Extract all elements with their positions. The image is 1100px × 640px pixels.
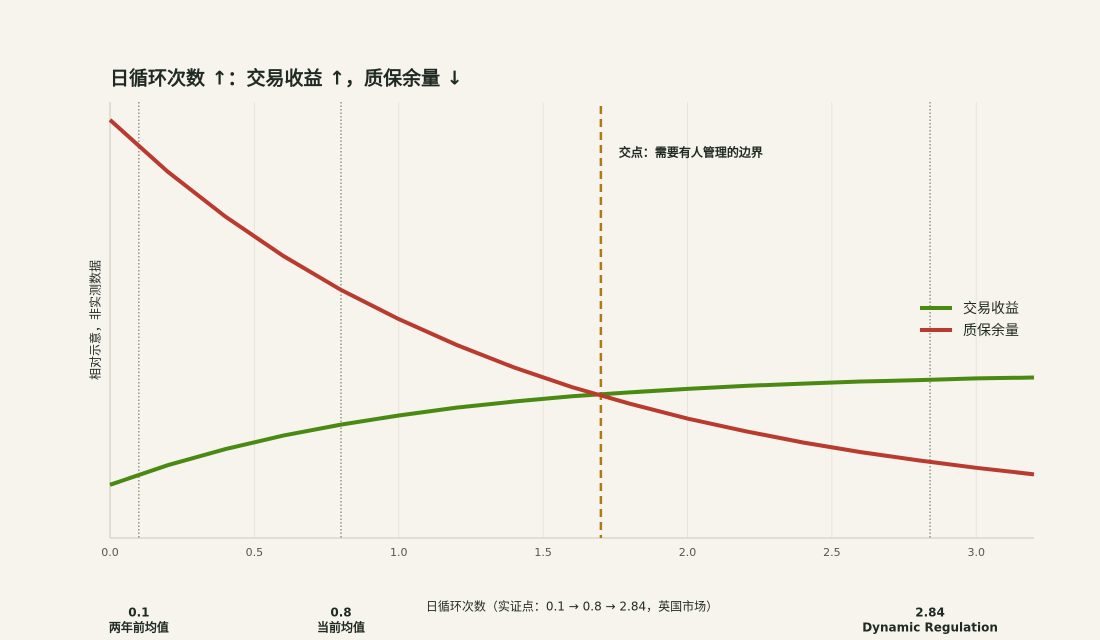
reference-label: Dynamic Regulation [862, 621, 998, 635]
x-tick-label: 2.0 [679, 546, 697, 559]
crossover-label: 交点：需要有人管理的边界 [619, 145, 763, 160]
x-axis-label: 日循环次数（实证点：0.1 → 0.8 → 2.84，英国市场） [426, 599, 718, 614]
x-tick-label: 3.0 [968, 546, 986, 559]
legend-label: 质保余量 [963, 322, 1019, 339]
x-tick-label: 1.0 [390, 546, 408, 559]
x-tick-label: 0.0 [101, 546, 119, 559]
chart-title: 日循环次数 ↑：交易收益 ↑，质保余量 ↓ [110, 67, 463, 90]
reference-value: 2.84 [915, 606, 945, 620]
reference-value: 0.1 [128, 606, 149, 620]
y-axis-label: 相对示意，非实测数据 [88, 260, 103, 380]
x-tick-label: 2.5 [823, 546, 841, 559]
x-tick-label: 1.5 [534, 546, 552, 559]
series-line [108, 118, 1035, 477]
reference-label: 两年前均值 [109, 620, 169, 635]
reference-value: 0.8 [330, 606, 351, 620]
reference-label: 当前均值 [317, 620, 365, 635]
series-line [109, 375, 1035, 487]
legend-label: 交易收益 [963, 300, 1019, 317]
x-tick-label: 0.5 [246, 546, 264, 559]
